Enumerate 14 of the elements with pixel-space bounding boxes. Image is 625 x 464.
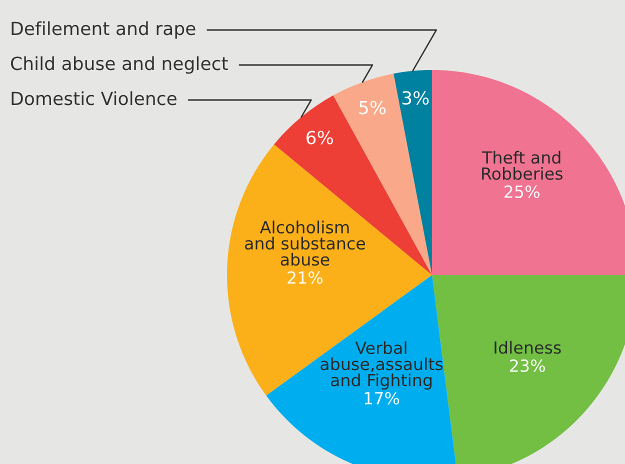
data-label: 25% bbox=[504, 185, 540, 198]
data-label: 5% bbox=[359, 100, 386, 114]
slice-label: Idleness bbox=[494, 340, 561, 354]
slice-label: Domestic Violence bbox=[12, 91, 176, 106]
slice-label: Theft and Robberies bbox=[482, 150, 562, 180]
data-label: 17% bbox=[364, 392, 400, 405]
slice-label: Verbal abuse,assaults and Fighting bbox=[320, 341, 443, 390]
data-label: 3% bbox=[402, 91, 429, 105]
data-label: 6% bbox=[306, 130, 333, 144]
slice-label: Child abuse and neglect bbox=[11, 56, 228, 74]
slice-label: Alcoholism and substance abuse bbox=[245, 220, 366, 266]
slice-label: Defilement and rape bbox=[12, 21, 196, 39]
data-label: 23% bbox=[510, 359, 545, 372]
data-label: 21% bbox=[288, 271, 323, 284]
